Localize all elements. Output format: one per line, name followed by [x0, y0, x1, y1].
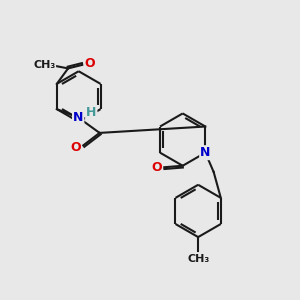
Text: O: O [152, 161, 162, 174]
Text: N: N [73, 111, 83, 124]
Text: O: O [85, 57, 95, 70]
Text: O: O [70, 141, 81, 154]
Text: N: N [200, 146, 211, 159]
Text: CH₃: CH₃ [187, 254, 209, 264]
Text: CH₃: CH₃ [33, 60, 56, 70]
Text: H: H [86, 106, 97, 118]
